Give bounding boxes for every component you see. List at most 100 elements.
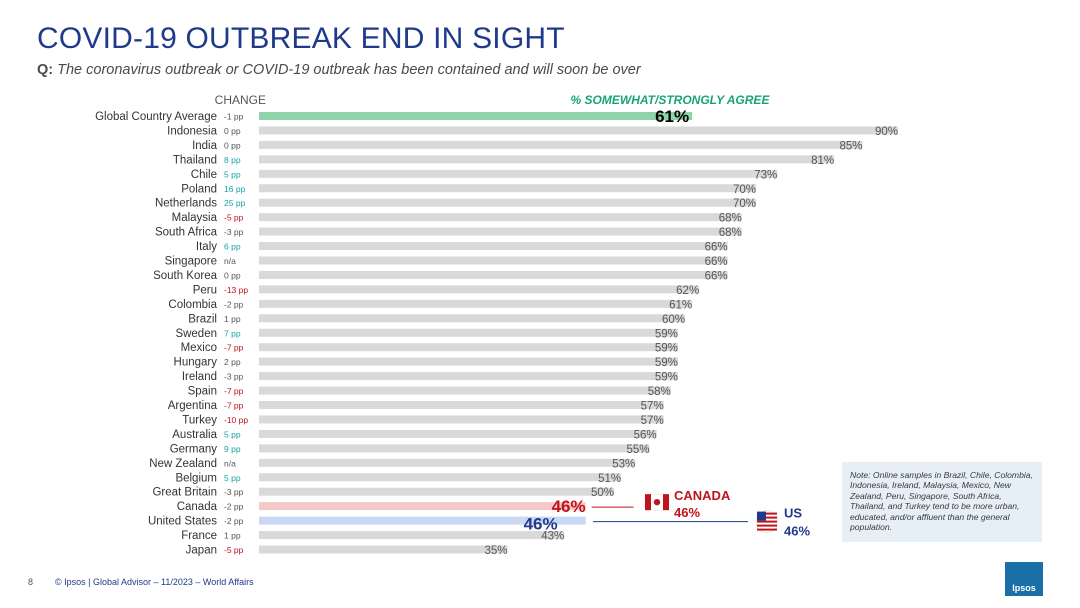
change-value-australia: 5 pp (224, 429, 241, 439)
bar-australia (259, 429, 657, 438)
bar-south-africa (259, 227, 742, 236)
data-label-colombia: 61% (669, 299, 692, 311)
bar-great-britain (259, 487, 614, 496)
data-label-india: 85% (839, 140, 862, 152)
data-label-france: 43% (541, 531, 564, 543)
change-value-brazil: 1 pp (224, 314, 241, 324)
canada-flag-right-band (663, 494, 669, 511)
category-label-turkey: Turkey (182, 414, 217, 426)
change-value-new-zealand: n/a (224, 458, 236, 468)
category-label-hungary: Hungary (174, 357, 218, 369)
data-label-indonesia: 90% (875, 126, 898, 138)
bar-thailand (259, 155, 835, 164)
chart-title: % SOMEWHAT/STRONGLY AGREE (571, 93, 771, 107)
category-label-australia: Australia (172, 429, 217, 441)
data-label-malaysia: 68% (719, 213, 742, 225)
category-label-united-states: United States (148, 516, 217, 528)
change-value-canada: -2 pp (224, 502, 244, 512)
change-value-germany: 9 pp (224, 444, 241, 454)
us-flag-stripe (757, 524, 777, 527)
bar-india (259, 140, 863, 149)
category-label-mexico: Mexico (181, 342, 217, 354)
data-label-italy: 66% (705, 242, 728, 254)
category-label-belgium: Belgium (175, 472, 217, 484)
bar-mexico (259, 343, 678, 352)
data-label-united-states: 46% (524, 515, 558, 534)
category-label-poland: Poland (181, 183, 217, 195)
bar-new-zealand (259, 458, 636, 467)
change-value-ireland: -3 pp (224, 372, 244, 382)
category-label-south-korea: South Korea (153, 270, 218, 282)
data-label-australia: 56% (634, 429, 657, 441)
data-label-brazil: 60% (662, 314, 685, 326)
category-label-india: India (192, 140, 218, 152)
methodology-note: Note: Online samples in Brazil, Chile, C… (842, 462, 1042, 542)
data-label-ireland: 59% (655, 372, 678, 384)
category-label-south-africa: South Africa (155, 227, 218, 239)
change-value-malaysia: -5 pp (224, 213, 244, 223)
change-value-chile: 5 pp (224, 169, 241, 179)
bar-global-country-average (259, 112, 693, 120)
bar-argentina (259, 401, 664, 409)
us-callout-value: 46% (784, 524, 810, 539)
canada-callout-label: CANADA (674, 488, 731, 503)
category-label-singapore: Singapore (165, 256, 217, 268)
data-label-argentina: 57% (641, 401, 664, 413)
bar-france (259, 531, 565, 540)
category-label-brazil: Brazil (188, 313, 217, 325)
change-value-india: 0 pp (224, 140, 241, 150)
category-label-france: France (181, 530, 217, 542)
category-label-colombia: Colombia (168, 299, 217, 311)
bar-malaysia (259, 213, 742, 222)
change-value-great-britain: -3 pp (224, 487, 244, 497)
bar-belgium (259, 473, 622, 482)
change-value-turkey: -10 pp (224, 415, 248, 425)
canada-flag-left-band (645, 494, 651, 511)
survey-question: Q: The coronavirus outbreak or COVID-19 … (37, 62, 641, 78)
data-label-belgium: 51% (598, 473, 621, 485)
data-label-peru: 62% (676, 285, 699, 297)
change-value-singapore: n/a (224, 256, 236, 266)
category-label-peru: Peru (193, 284, 217, 296)
change-column-header: CHANGE (215, 93, 266, 107)
data-label-japan: 35% (484, 545, 507, 557)
bar-peru (259, 285, 700, 294)
data-label-hungary: 59% (655, 357, 678, 369)
change-value-italy: 6 pp (224, 242, 241, 252)
change-value-argentina: -7 pp (224, 401, 244, 411)
bar-indonesia (259, 126, 898, 135)
change-value-colombia: -2 pp (224, 299, 244, 309)
bar-turkey (259, 415, 664, 424)
bar-brazil (259, 314, 685, 323)
change-value-mexico: -7 pp (224, 343, 244, 353)
bar-germany (259, 444, 650, 453)
data-label-turkey: 57% (641, 415, 664, 427)
category-label-germany: Germany (170, 443, 218, 455)
category-label-global-country-average: Global Country Average (95, 111, 217, 123)
us-flag-stripe (757, 516, 777, 519)
bar-poland (259, 184, 756, 193)
footer-source: © Ipsos | Global Advisor – 11/2023 – Wor… (55, 577, 254, 587)
us-flag-stripe (757, 520, 777, 523)
bar-colombia (259, 299, 693, 308)
canada-flag-leaf (653, 498, 661, 506)
category-label-chile: Chile (191, 169, 217, 181)
category-label-ireland: Ireland (182, 371, 217, 383)
change-value-indonesia: 0 pp (224, 126, 241, 136)
category-label-indonesia: Indonesia (167, 125, 217, 137)
change-value-france: 1 pp (224, 531, 241, 541)
bar-united-states (259, 516, 586, 525)
canada-callout-value: 46% (674, 505, 700, 520)
bar-singapore (259, 256, 728, 265)
data-label-netherlands: 70% (733, 198, 756, 210)
ipsos-logo: Ipsos (1005, 562, 1043, 596)
bar-ireland (259, 372, 678, 381)
data-label-sweden: 59% (655, 328, 678, 340)
data-label-thailand: 81% (811, 155, 834, 167)
category-label-thailand: Thailand (173, 154, 217, 166)
change-value-south-korea: 0 pp (224, 270, 241, 280)
data-label-great-britain: 50% (591, 487, 614, 499)
data-label-canada: 46% (552, 497, 586, 516)
data-label-singapore: 66% (705, 256, 728, 268)
